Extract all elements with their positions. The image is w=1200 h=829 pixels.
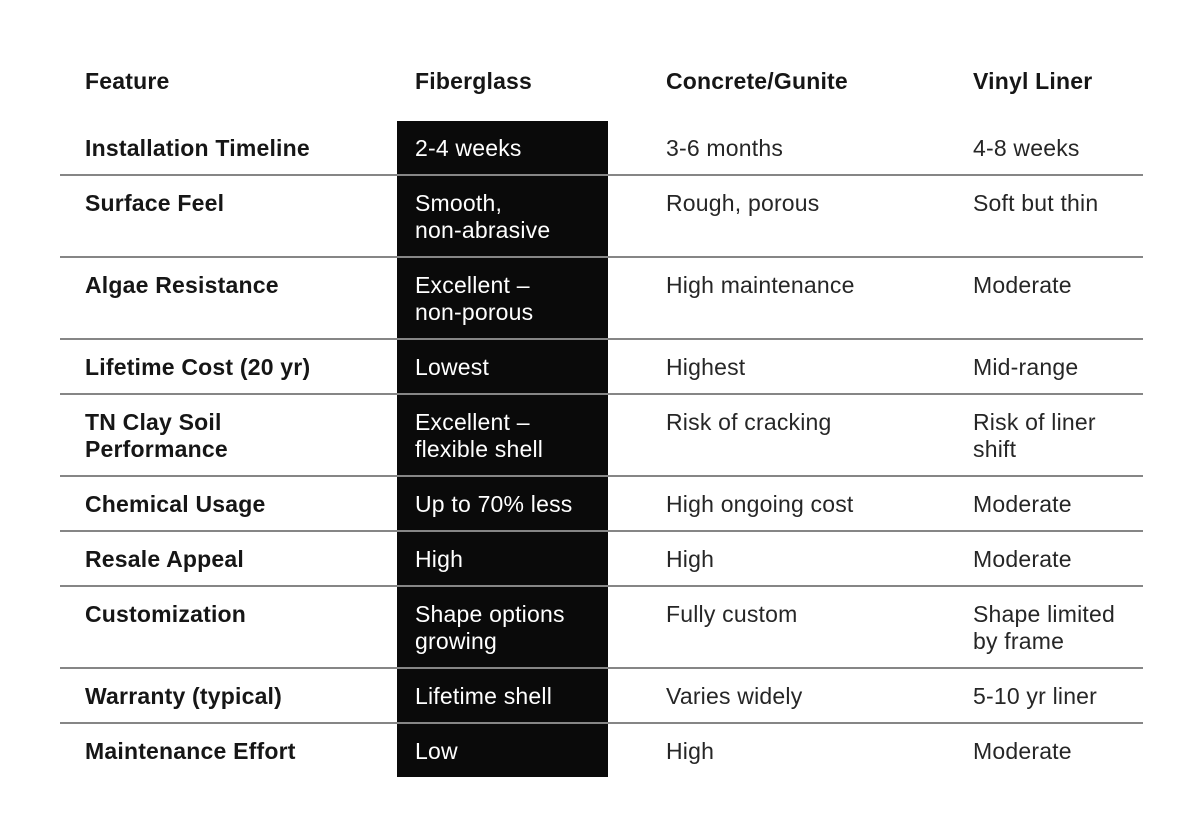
- vinyl-value: Risk of liner shift: [973, 409, 1096, 462]
- feature-label: Lifetime Cost (20 yr): [85, 354, 311, 380]
- concrete-value: Risk of cracking: [666, 409, 832, 435]
- concrete-value: Varies widely: [666, 683, 803, 709]
- concrete-value: High: [666, 738, 715, 764]
- pool-comparison-table: Feature Fiberglass Concrete/Gunite Vinyl…: [60, 55, 1143, 777]
- fiberglass-value: Shape options growing: [397, 587, 608, 667]
- vinyl-value: Moderate: [973, 272, 1072, 298]
- fiberglass-value: 2-4 weeks: [397, 121, 608, 174]
- table-row: Maintenance Effort Low High Moderate: [60, 724, 1143, 777]
- table-row: TN Clay Soil Performance Excellent – fle…: [60, 395, 1143, 477]
- concrete-value: 3-6 months: [666, 135, 784, 161]
- vinyl-value: Moderate: [973, 546, 1072, 572]
- fiberglass-value: Low: [397, 724, 608, 777]
- concrete-value: Rough, porous: [666, 190, 820, 216]
- vinyl-value: Moderate: [973, 491, 1072, 517]
- vinyl-value: Mid-range: [973, 354, 1079, 380]
- fiberglass-value: Up to 70% less: [397, 477, 608, 530]
- feature-label: Maintenance Effort: [85, 738, 296, 764]
- concrete-value: High ongoing cost: [666, 491, 854, 517]
- table-row: Warranty (typical) Lifetime shell Varies…: [60, 669, 1143, 724]
- table-row: Lifetime Cost (20 yr) Lowest Highest Mid…: [60, 340, 1143, 395]
- concrete-value: Fully custom: [666, 601, 798, 627]
- vinyl-value: 4-8 weeks: [973, 135, 1080, 161]
- concrete-value: Highest: [666, 354, 746, 380]
- vinyl-value: Soft but thin: [973, 190, 1099, 216]
- header-feature: Feature: [85, 68, 170, 94]
- concrete-value: High maintenance: [666, 272, 855, 298]
- vinyl-value: 5-10 yr liner: [973, 683, 1098, 709]
- concrete-value: High: [666, 546, 715, 572]
- table-row: Surface Feel Smooth, non-abrasive Rough,…: [60, 176, 1143, 258]
- feature-label: Installation Timeline: [85, 135, 310, 161]
- fiberglass-value: Lifetime shell: [397, 669, 608, 722]
- feature-label: Customization: [85, 601, 247, 627]
- fiberglass-value: High: [397, 532, 608, 585]
- feature-label: Surface Feel: [85, 190, 225, 216]
- feature-label: Algae Resistance: [85, 272, 279, 298]
- header-fiberglass: Fiberglass: [415, 68, 533, 94]
- table-header-row: Feature Fiberglass Concrete/Gunite Vinyl…: [60, 55, 1143, 121]
- fiberglass-value: Lowest: [397, 340, 608, 393]
- fiberglass-value: Excellent – flexible shell: [397, 395, 608, 475]
- feature-label: Warranty (typical): [85, 683, 283, 709]
- feature-label: Chemical Usage: [85, 491, 266, 517]
- table-row: Customization Shape options growing Full…: [60, 587, 1143, 669]
- table-row: Installation Timeline 2-4 weeks 3-6 mont…: [60, 121, 1143, 176]
- table-row: Algae Resistance Excellent – non-porous …: [60, 258, 1143, 340]
- fiberglass-value: Smooth, non-abrasive: [397, 176, 608, 256]
- feature-label: TN Clay Soil Performance: [85, 409, 228, 462]
- table-row: Resale Appeal High High Moderate: [60, 532, 1143, 587]
- table-row: Chemical Usage Up to 70% less High ongoi…: [60, 477, 1143, 532]
- vinyl-value: Shape limited by frame: [973, 601, 1115, 654]
- fiberglass-value: Excellent – non-porous: [397, 258, 608, 338]
- vinyl-value: Moderate: [973, 738, 1072, 764]
- header-vinyl-liner: Vinyl Liner: [973, 68, 1093, 94]
- header-concrete-gunite: Concrete/Gunite: [666, 68, 848, 94]
- feature-label: Resale Appeal: [85, 546, 244, 572]
